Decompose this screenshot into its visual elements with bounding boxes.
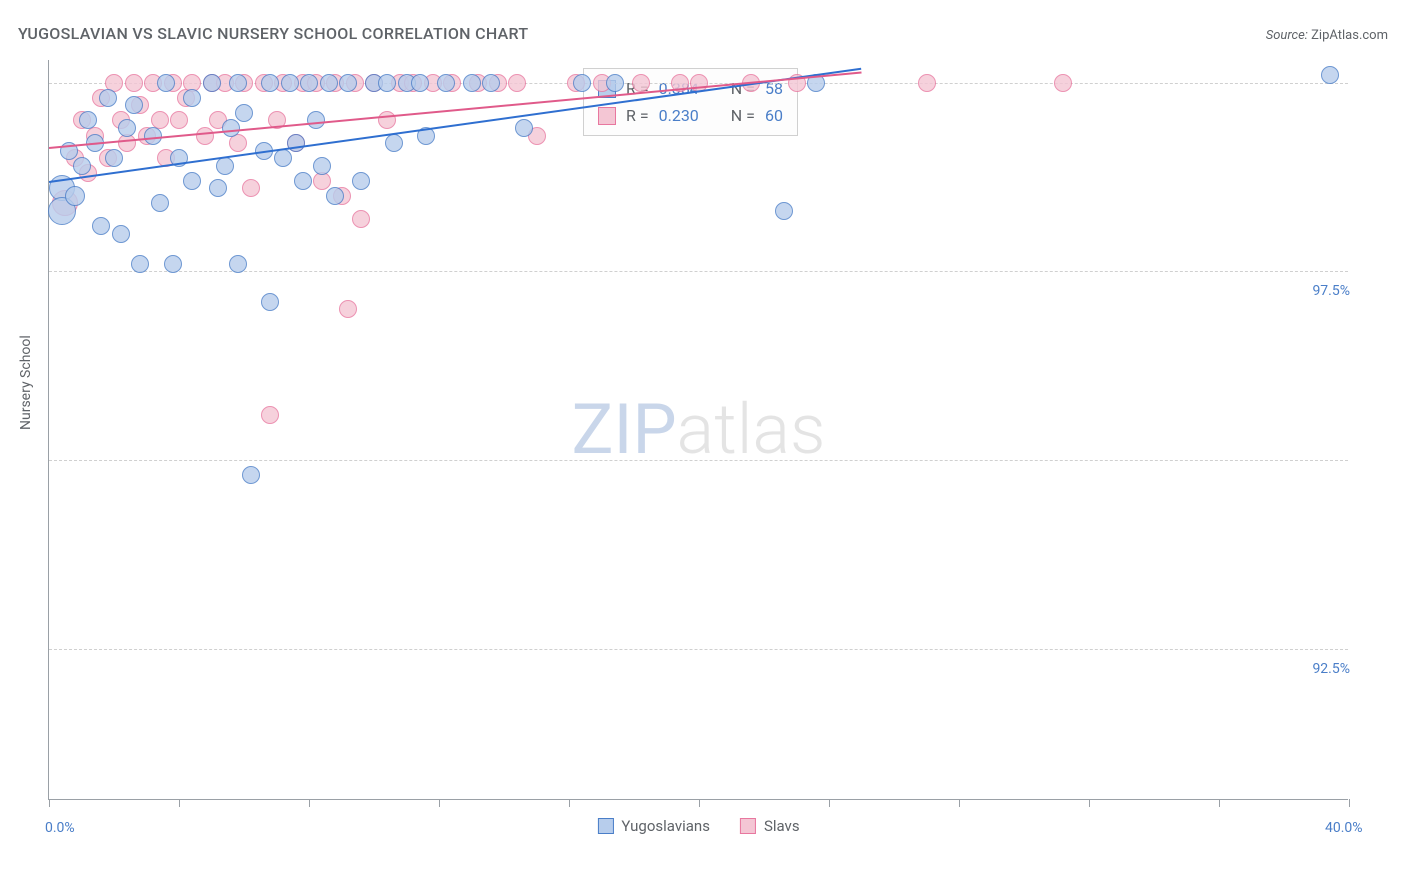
source-name: ZipAtlas.com — [1311, 28, 1388, 43]
x-tick — [309, 799, 310, 807]
data-point — [320, 74, 338, 92]
data-point — [339, 300, 357, 318]
data-point — [222, 119, 240, 137]
correlation-chart: YUGOSLAVIAN VS SLAVIC NURSERY SCHOOL COR… — [0, 0, 1406, 892]
data-point — [606, 74, 624, 92]
x-tick — [829, 799, 830, 807]
data-point — [294, 172, 312, 190]
legend-swatch — [740, 818, 756, 834]
legend-item: Yugoslavians — [597, 817, 710, 835]
data-point — [313, 157, 331, 175]
y-tick-label: 92.5% — [1312, 661, 1350, 677]
stat-n-label: N = — [731, 102, 755, 129]
stat-n-value: 60 — [765, 102, 783, 129]
data-point — [112, 225, 130, 243]
x-tick — [1089, 799, 1090, 807]
x-tick — [699, 799, 700, 807]
data-point — [144, 127, 162, 145]
data-point — [508, 74, 526, 92]
gridline — [49, 649, 1348, 650]
data-point — [326, 187, 344, 205]
data-point — [632, 74, 650, 92]
data-point — [385, 134, 403, 152]
data-point — [378, 74, 396, 92]
legend-label: Yugoslavians — [621, 817, 710, 835]
watermark-atlas: atlas — [677, 389, 826, 471]
x-tick-label: 40.0% — [1325, 820, 1363, 836]
x-tick — [1219, 799, 1220, 807]
plot-area: ZIPatlas R = 0.384N = 58R = 0.230N = 60 … — [48, 60, 1348, 800]
x-tick — [569, 799, 570, 807]
data-point — [339, 74, 357, 92]
data-point — [918, 74, 936, 92]
x-tick — [49, 799, 50, 807]
data-point — [196, 127, 214, 145]
data-point — [203, 74, 221, 92]
stats-row: R = 0.230 N = 60 — [598, 102, 783, 129]
data-point — [515, 119, 533, 137]
gridline — [49, 460, 1348, 461]
data-point — [242, 179, 260, 197]
watermark-zip: ZIP — [572, 389, 677, 471]
source-label: Source: — [1266, 28, 1311, 43]
y-tick-label: 97.5% — [1312, 283, 1350, 299]
data-point — [261, 74, 279, 92]
data-point — [352, 210, 370, 228]
data-point — [573, 74, 591, 92]
x-tick — [1349, 799, 1350, 807]
data-point — [437, 74, 455, 92]
data-point — [242, 466, 260, 484]
data-point — [482, 74, 500, 92]
data-point — [105, 149, 123, 167]
legend-item: Slavs — [740, 817, 800, 835]
data-point — [235, 104, 253, 122]
stat-r-label: R = — [626, 102, 649, 129]
data-point — [118, 119, 136, 137]
data-point — [170, 111, 188, 129]
legend-swatch — [597, 818, 613, 834]
data-point — [151, 194, 169, 212]
data-point — [99, 89, 117, 107]
chart-title: YUGOSLAVIAN VS SLAVIC NURSERY SCHOOL COR… — [18, 24, 528, 43]
x-tick — [179, 799, 180, 807]
data-point — [209, 179, 227, 197]
y-axis-label: Nursery School — [18, 335, 34, 430]
data-point — [463, 74, 481, 92]
data-point — [157, 74, 175, 92]
x-tick — [439, 799, 440, 807]
data-point — [274, 149, 292, 167]
data-point — [261, 406, 279, 424]
x-tick-label: 0.0% — [45, 820, 75, 836]
data-point — [183, 172, 201, 190]
data-point — [261, 293, 279, 311]
data-point — [164, 255, 182, 273]
data-point — [125, 74, 143, 92]
data-point — [65, 186, 85, 206]
watermark: ZIPatlas — [572, 389, 826, 471]
data-point — [183, 89, 201, 107]
data-point — [300, 74, 318, 92]
data-point — [229, 74, 247, 92]
data-point — [125, 96, 143, 114]
data-point — [411, 74, 429, 92]
data-point — [775, 202, 793, 220]
data-point — [307, 111, 325, 129]
source-credit: Source: ZipAtlas.com — [1266, 28, 1388, 43]
data-point — [73, 157, 91, 175]
data-point — [281, 74, 299, 92]
legend: Yugoslavians Slavs — [597, 817, 799, 835]
data-point — [229, 255, 247, 273]
data-point — [131, 255, 149, 273]
data-point — [1054, 74, 1072, 92]
gridline — [49, 271, 1348, 272]
data-point — [92, 217, 110, 235]
data-point — [79, 111, 97, 129]
x-tick — [959, 799, 960, 807]
legend-label: Slavs — [764, 817, 800, 835]
data-point — [352, 172, 370, 190]
stat-r-value: 0.230 — [659, 102, 699, 129]
data-point — [1321, 66, 1339, 84]
stats-swatch — [598, 107, 616, 125]
